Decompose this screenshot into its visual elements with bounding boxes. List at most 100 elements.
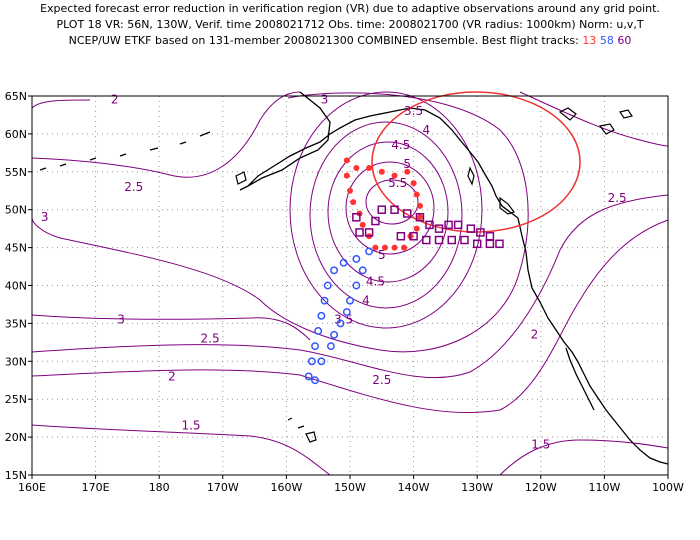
track-58-point bbox=[314, 327, 323, 335]
track-13-point bbox=[381, 244, 388, 251]
track-60-point bbox=[485, 231, 495, 241]
legend-track-58: 58 bbox=[599, 34, 614, 47]
track-13-point bbox=[413, 225, 420, 232]
contour-label: 2.5 bbox=[201, 331, 220, 345]
coast-westcoast bbox=[517, 217, 669, 465]
track-60-point bbox=[460, 235, 469, 245]
track-60-point bbox=[444, 220, 453, 230]
coast-vancouver-island bbox=[499, 196, 515, 215]
coast-alaska bbox=[239, 91, 519, 219]
track-58-point bbox=[352, 281, 361, 290]
axes: 160E 170E 180 170W 160W 150W 140W 130W 120W 110W 1… bbox=[5, 90, 684, 494]
y-tick-label: 45N bbox=[5, 242, 27, 255]
contour-3.5 bbox=[289, 91, 483, 329]
contour-label: 4.5 bbox=[366, 275, 385, 289]
coast-kodiak bbox=[235, 171, 247, 185]
track-60-point bbox=[377, 205, 387, 214]
coast-haida-gwaii bbox=[467, 166, 475, 186]
title-line-3: NCEP/UW ETKF based on 131-member 2008021… bbox=[0, 34, 700, 47]
x-tick-label: 160E bbox=[18, 481, 46, 494]
x-tick-label: 170W bbox=[207, 481, 239, 494]
contour-label: 3 bbox=[41, 210, 49, 224]
contour-label: 5 bbox=[378, 248, 386, 262]
contour-4 bbox=[309, 121, 463, 309]
contour-label: 2 bbox=[168, 369, 176, 383]
contour-label: 5 bbox=[403, 157, 411, 171]
track-13-point bbox=[343, 157, 350, 164]
track-13-point bbox=[401, 244, 408, 251]
track-60-point bbox=[355, 228, 364, 237]
track-58-point bbox=[317, 357, 326, 366]
track-13-point bbox=[343, 172, 350, 179]
contour-3 bbox=[31, 92, 529, 353]
track-13-point bbox=[410, 180, 417, 187]
track-60-point bbox=[447, 235, 457, 245]
track-60-point bbox=[453, 220, 463, 230]
grid-lines bbox=[32, 96, 668, 475]
track-13-point bbox=[416, 202, 423, 209]
contour-label: 3.5 bbox=[334, 312, 353, 326]
track-58-point bbox=[307, 357, 316, 366]
track-13-point bbox=[359, 221, 366, 228]
coastlines bbox=[39, 91, 669, 465]
track-60-point bbox=[415, 213, 425, 222]
track-58-point bbox=[330, 330, 339, 339]
track-13-point bbox=[378, 168, 385, 175]
track-58-point bbox=[346, 296, 354, 305]
track-58-point bbox=[336, 319, 345, 328]
legend-track-60: 60 bbox=[617, 34, 632, 47]
flight-tracks bbox=[304, 157, 504, 385]
contour-labels: 2 3 3.5 4 4.5 5 5.5 5 4.5 4 3.5 2.5 3 3 2.5 2 1.5 2.5 2 2.5… bbox=[41, 93, 627, 452]
track-13-point bbox=[404, 168, 411, 175]
x-tick-label: 170E bbox=[82, 481, 110, 494]
x-tick-label: 180 bbox=[149, 481, 170, 494]
y-tick-label: 60N bbox=[5, 128, 27, 141]
track-58-point bbox=[342, 308, 351, 316]
contour-label: 1.5 bbox=[181, 419, 200, 433]
x-tick-label: 130W bbox=[461, 481, 493, 494]
y-tick-label: 20N bbox=[5, 431, 27, 444]
track-13-point bbox=[353, 165, 360, 172]
track-60-point bbox=[390, 205, 399, 214]
track-13-point bbox=[347, 187, 353, 194]
contour-label: 4 bbox=[422, 123, 430, 137]
track-60-point bbox=[434, 235, 444, 245]
y-tick-label: 55N bbox=[5, 166, 27, 179]
track-58-point bbox=[304, 372, 313, 381]
track-58-point bbox=[352, 255, 361, 263]
contour-lines bbox=[31, 91, 669, 476]
contour-1.5-east bbox=[499, 439, 669, 476]
coast-aleutians bbox=[39, 131, 211, 171]
track-58-point bbox=[323, 281, 332, 290]
title-line-1: Expected forecast error reduction in ver… bbox=[40, 2, 660, 15]
contour-label: 2.5 bbox=[372, 373, 391, 387]
track-58-point bbox=[311, 342, 319, 351]
contour-label: 2 bbox=[111, 93, 119, 107]
y-tick-label: 30N bbox=[5, 355, 27, 368]
track-58-point bbox=[358, 266, 367, 275]
track-60-point bbox=[434, 224, 444, 233]
track-60-point bbox=[422, 235, 431, 245]
y-tick-label: 25N bbox=[5, 393, 27, 406]
track-13-point bbox=[366, 165, 373, 172]
track-58-point bbox=[320, 296, 329, 305]
track-13-point bbox=[372, 244, 379, 251]
track-13-point bbox=[413, 191, 420, 198]
x-tick-label: 160W bbox=[270, 481, 302, 494]
contour-2-south bbox=[31, 219, 669, 414]
track-60-point bbox=[425, 220, 434, 230]
y-tick-label: 40N bbox=[5, 280, 27, 293]
contour-2.5 bbox=[31, 91, 301, 178]
contour-2.5-south bbox=[31, 194, 669, 379]
contour-4.5 bbox=[327, 141, 449, 283]
track-60-point bbox=[495, 239, 504, 249]
track-58-point bbox=[330, 266, 339, 275]
y-tick-label: 35N bbox=[5, 317, 27, 330]
contour-5 bbox=[345, 161, 435, 255]
coast-bajacalifornia bbox=[565, 347, 595, 411]
contour-label: 4 bbox=[362, 293, 370, 307]
track-13-point bbox=[416, 214, 423, 221]
track-13-point bbox=[391, 244, 398, 251]
track-60-point bbox=[402, 209, 412, 218]
coast-hawaii bbox=[287, 417, 317, 443]
